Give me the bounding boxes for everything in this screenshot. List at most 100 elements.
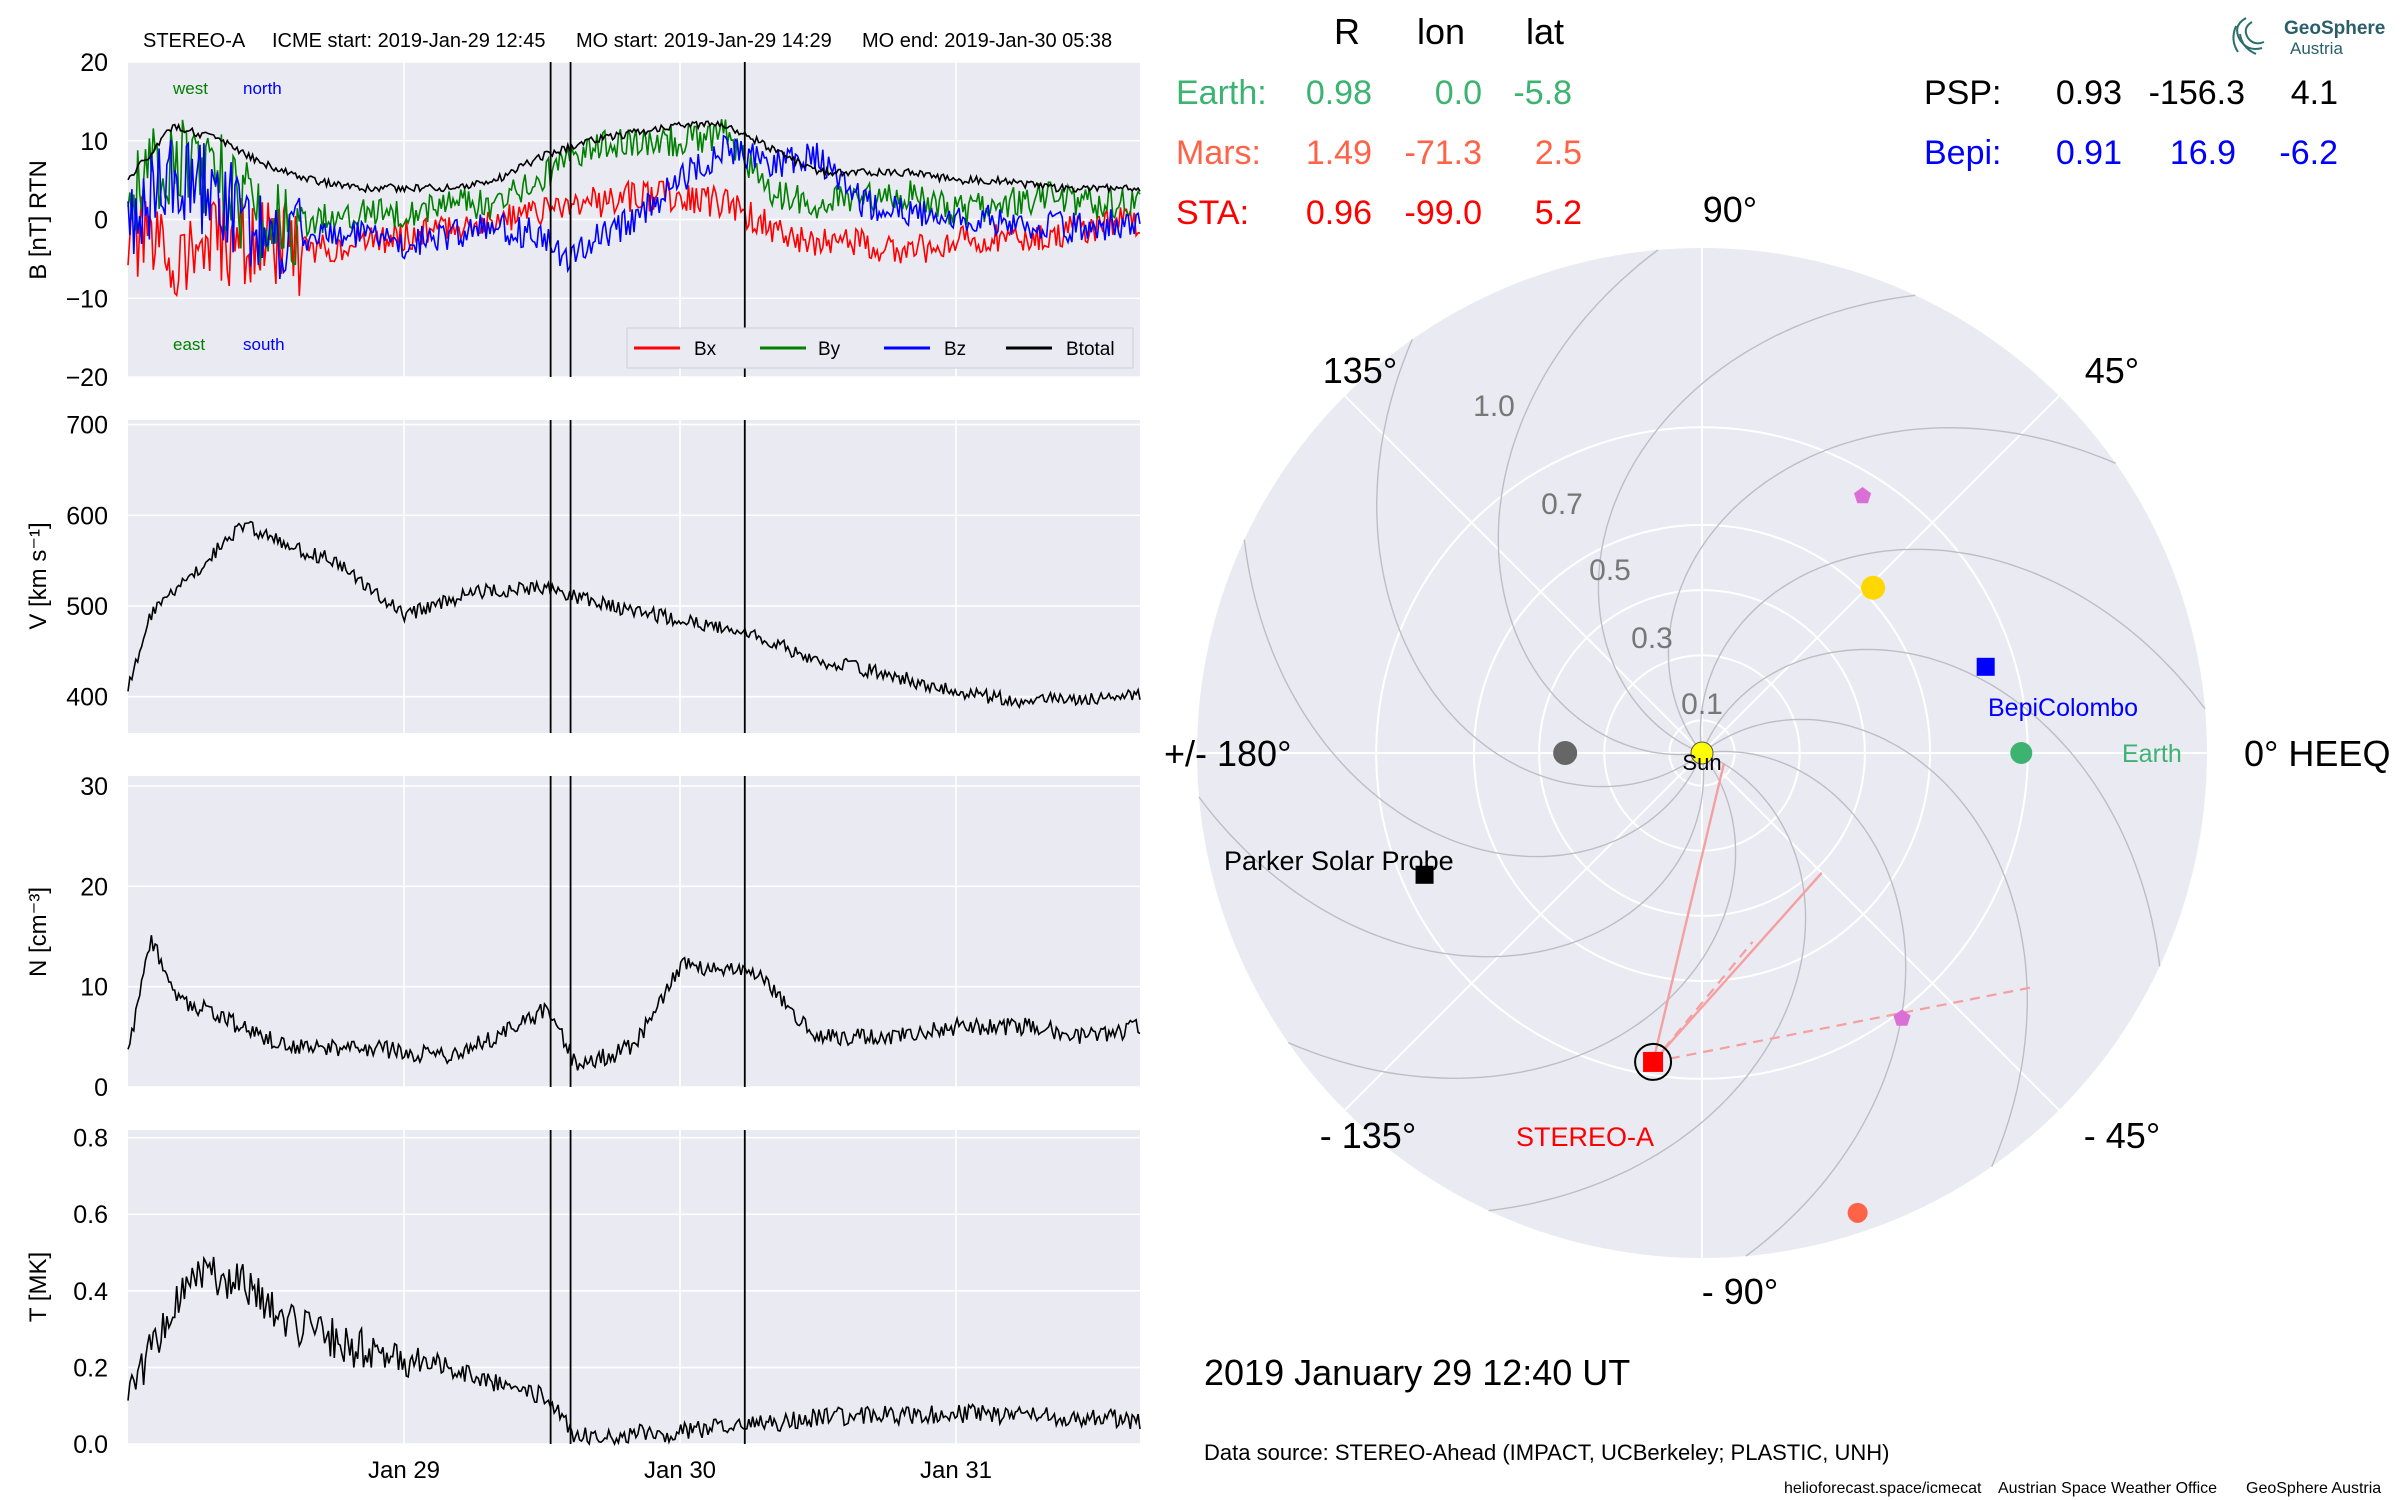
parker-spiral-arm [1375, 339, 1703, 788]
logo-line2: Austria [2290, 39, 2343, 58]
y-tick-label: −10 [66, 285, 108, 313]
data-source: Data source: STEREO-Ahead (IMPACT, UCBer… [1204, 1440, 1889, 1465]
x-tick-label: Jan 30 [644, 1457, 716, 1484]
sta-lon: -99.0 [1405, 194, 1483, 232]
radial-label-0-5: 0.5 [1589, 554, 1631, 587]
pentagon-marker [1893, 1009, 1911, 1026]
y-tick-label: 30 [80, 773, 108, 801]
panel-t-background [128, 1130, 1140, 1444]
bepi-name: Bepi: [1924, 134, 2002, 172]
legend-label-bx: Bx [694, 339, 717, 360]
mo-start-label: MO start: 2019-Jan-29 14:29 [576, 30, 832, 52]
parker-spiral-arm [1198, 752, 1705, 958]
legend-label-bz: Bz [944, 339, 966, 360]
parker-spiral-arm [1288, 752, 1737, 1080]
y-tick-label: 0 [94, 1074, 108, 1102]
polar-angle-labels: 90° 45° 135° 0° HEEQ +/- 180° - 45° - 13… [1164, 189, 2390, 1312]
y-tick-label: 0.0 [73, 1431, 108, 1459]
footer-site: helioforecast.space/icmecat [1784, 1480, 1982, 1497]
polar-points [1415, 487, 2036, 1223]
psp-r: 0.93 [2056, 74, 2122, 112]
ylabel-v: V [km s⁻¹] [25, 522, 52, 629]
mars-lon: -71.3 [1405, 134, 1483, 172]
b-legend: Bx By Bz Btotal [626, 327, 1134, 369]
parker-spiral [1198, 249, 2206, 1257]
sun-marker [1690, 741, 1714, 765]
event-lines [549, 62, 746, 1444]
series-b-by [127, 119, 1141, 266]
angle-180: +/- 180° [1164, 733, 1291, 774]
panel-n-background [128, 776, 1140, 1087]
y-tick-label: 0.6 [73, 1201, 108, 1229]
earth-lon: 0.0 [1435, 74, 1482, 112]
annotation-west: west [172, 79, 208, 98]
y-tick-label: 400 [66, 684, 108, 712]
y-tick-label: 20 [80, 49, 108, 77]
psp-marker [1415, 865, 1434, 884]
bepi-label: BepiColombo [1988, 694, 2138, 722]
angle-135: 135° [1323, 350, 1397, 391]
annotation-south: south [243, 335, 285, 354]
spacecraft-label: STEREO-A [143, 30, 246, 52]
sta-sightline-dashed [1652, 985, 2036, 1064]
logo-line1: GeoSphere [2284, 18, 2385, 39]
parker-spiral-arm [1701, 648, 2161, 967]
panel-tick-labels: 20 10 0 −10 −20 700 600 500 400 30 20 10 0 0.8 0.6 0.4 0… [66, 49, 992, 1484]
earth-marker [2010, 742, 2033, 764]
sun-label: Sun [1682, 750, 1721, 775]
angle-m90: - 90° [1702, 1271, 1778, 1312]
series-t-line [127, 1255, 1141, 1447]
parker-spiral-arm [1488, 752, 1807, 1212]
angle-45: 45° [2085, 350, 2139, 391]
footer-org: GeoSphere Austria [2246, 1480, 2381, 1497]
bepi-lat: -6.2 [2279, 134, 2338, 172]
radial-label-0-7: 0.7 [1541, 488, 1583, 521]
annotation-east: east [173, 335, 205, 354]
stereo-label: STEREO-A [1516, 1122, 1654, 1152]
sta-r: 0.96 [1306, 194, 1372, 232]
angular-grid-line [1344, 752, 1703, 1111]
bepi-lon: 16.9 [2170, 134, 2236, 172]
series-n-line [127, 935, 1141, 1071]
series-layer [127, 119, 1141, 1447]
angular-grid-line [1701, 752, 2060, 1111]
parker-spiral-arm [1497, 249, 1703, 756]
radial-label-0-3: 0.3 [1631, 622, 1673, 655]
y-tick-label: 600 [66, 502, 108, 530]
series-v-line [127, 520, 1141, 710]
x-tick-label: Jan 29 [368, 1457, 440, 1484]
angle-m45: - 45° [2084, 1115, 2160, 1156]
y-tick-label: −20 [66, 364, 108, 392]
series-b-btotal [127, 119, 1141, 194]
table-row-sta: STA: 0.96 -99.0 5.2 [1176, 194, 1582, 232]
y-tick-label: 10 [80, 128, 108, 156]
angle-90: 90° [1703, 189, 1757, 230]
mars-marker [1847, 1202, 1868, 1223]
radial-label-1-0: 1.0 [1473, 390, 1515, 423]
stereo-ring [1634, 1042, 1673, 1081]
mars-r: 1.49 [1306, 134, 1372, 172]
earth-lat: -5.8 [1513, 74, 1572, 112]
parker-spiral-arm [1243, 539, 1703, 858]
parker-spiral-arm [1597, 294, 1916, 754]
mars-name: Mars: [1176, 134, 1261, 172]
table-header-lon: lon [1417, 11, 1465, 52]
table-row-psp: PSP: 0.93 -156.3 4.1 [1924, 74, 2338, 112]
pentagon-marker [1854, 487, 1872, 504]
psp-name: PSP: [1924, 74, 2001, 112]
x-tick-label: Jan 31 [920, 1457, 992, 1484]
sta-sightline [1652, 871, 1823, 1063]
panel-v-background [128, 420, 1140, 733]
bepi-r: 0.91 [2056, 134, 2122, 172]
table-row-earth: Earth: 0.98 0.0 -5.8 [1176, 74, 1572, 112]
y-tick-label: 0.2 [73, 1354, 108, 1382]
ylabel-b: B [nT] RTN [25, 160, 52, 280]
y-tick-label: 500 [66, 593, 108, 621]
bepi-marker [1976, 657, 1995, 676]
ylabel-t: T [MK] [25, 1252, 52, 1322]
parker-spiral-arm [1701, 750, 1907, 1257]
series-b-bz [127, 134, 1141, 280]
table-row-bepi: Bepi: 0.91 16.9 -6.2 [1924, 134, 2338, 172]
polar-grid [1197, 248, 2207, 1258]
